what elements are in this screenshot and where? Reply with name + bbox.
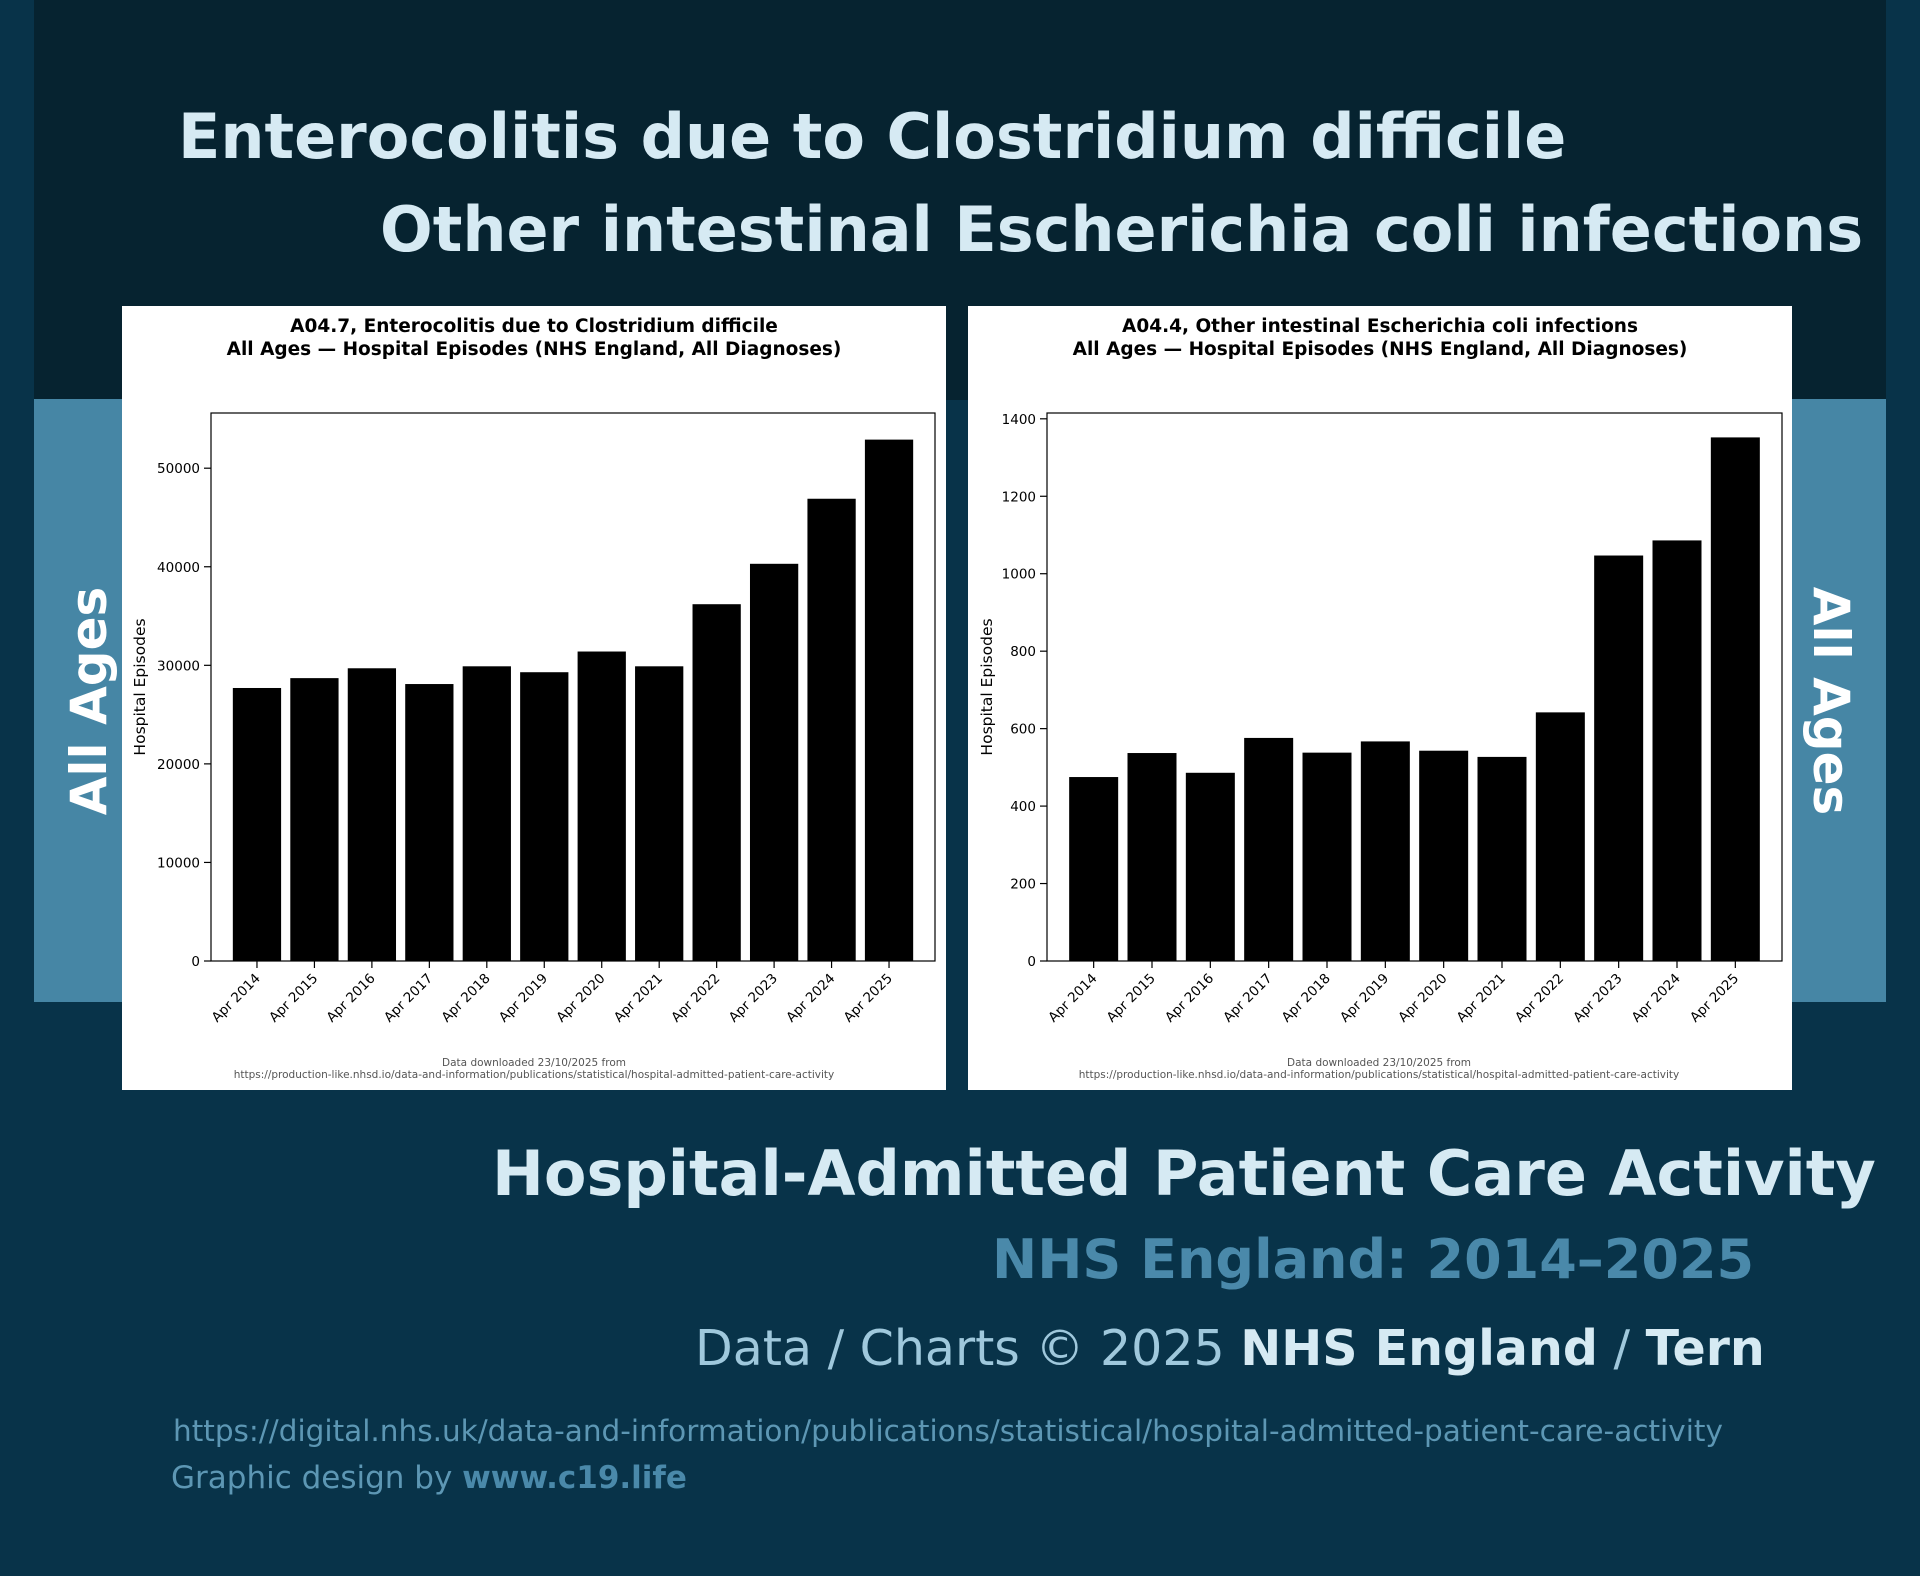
footer-subtitle: NHS England: 2014–2025	[992, 1228, 1755, 1291]
bar	[405, 684, 454, 961]
source-note-line-1: Data downloaded 23/10/2025 from	[1287, 1057, 1471, 1069]
y-axis-label: Hospital Episodes	[978, 618, 996, 755]
design-prefix: Graphic design by	[171, 1460, 463, 1496]
bar	[864, 439, 914, 961]
x-tick-label: Apr 2014	[1045, 971, 1100, 1026]
bar	[347, 668, 397, 961]
source-note-line-2: https://production-like.nhsd.io/data-and…	[1079, 1069, 1679, 1081]
x-tick-label: Apr 2022	[668, 971, 723, 1026]
chart-panel-clostridium: A04.7, Enterocolitis due to Clostridium …	[122, 306, 946, 1090]
credit-author: Tern	[1645, 1320, 1765, 1377]
y-tick-label: 600	[1010, 722, 1036, 738]
side-label-left: All Ages	[60, 586, 118, 815]
x-tick-label: Apr 2023	[1570, 971, 1625, 1026]
chart-title: A04.7, Enterocolitis due to Clostridium …	[290, 316, 778, 337]
page-title-line-2: Other intestinal Escherichia coli infect…	[380, 193, 1864, 266]
side-label-right: All Ages	[1802, 586, 1860, 815]
x-tick-label: Apr 2014	[209, 971, 264, 1026]
x-tick-label: Apr 2021	[1454, 971, 1509, 1026]
x-tick-label: Apr 2024	[783, 971, 838, 1026]
source-note-line-2: https://production-like.nhsd.io/data-and…	[234, 1069, 834, 1081]
bar-chart-ecoli: A04.4, Other intestinal Escherichia coli…	[978, 316, 1783, 1081]
bar	[1069, 777, 1119, 961]
plot-frame	[1046, 412, 1783, 962]
x-tick-label: Apr 2024	[1629, 971, 1684, 1026]
bar	[1594, 555, 1644, 961]
bar	[1419, 750, 1469, 961]
chart-subtitle: All Ages — Hospital Episodes (NHS Englan…	[1073, 339, 1688, 360]
x-tick-label: Apr 2018	[438, 971, 493, 1026]
x-tick-label: Apr 2017	[1220, 971, 1275, 1026]
design-credit: Graphic design by www.c19.life	[171, 1460, 687, 1496]
design-site-link[interactable]: www.c19.life	[462, 1460, 687, 1496]
x-tick-label: Apr 2015	[1104, 971, 1159, 1026]
bar	[290, 678, 339, 961]
x-tick-label: Apr 2016	[324, 971, 379, 1026]
y-tick-label: 0	[1027, 954, 1036, 970]
y-tick-label: 50000	[157, 461, 200, 477]
x-tick-label: Apr 2025	[1687, 971, 1742, 1026]
bar	[1710, 437, 1760, 962]
bar	[1127, 753, 1177, 961]
bar	[462, 666, 511, 961]
bar	[807, 498, 856, 961]
y-tick-label: 20000	[157, 757, 200, 773]
y-tick-label: 200	[1010, 877, 1036, 893]
footer-credit: Data / Charts © 2025 NHS England / Tern	[695, 1320, 1765, 1377]
x-tick-label: Apr 2021	[611, 971, 666, 1026]
y-tick-label: 800	[1010, 644, 1036, 660]
source-note-line-1: Data downloaded 23/10/2025 from	[442, 1057, 626, 1069]
chart-subtitle: All Ages — Hospital Episodes (NHS Englan…	[227, 339, 842, 360]
bar	[1185, 772, 1235, 961]
chart-title: A04.4, Other intestinal Escherichia coli…	[1122, 316, 1638, 337]
x-tick-label: Apr 2016	[1162, 971, 1217, 1026]
x-tick-label: Apr 2022	[1512, 971, 1567, 1026]
credit-prefix: Data / Charts © 2025	[695, 1320, 1241, 1377]
y-tick-label: 0	[191, 954, 200, 970]
bar-chart-clostridium: A04.7, Enterocolitis due to Clostridium …	[131, 316, 936, 1081]
y-tick-label: 400	[1010, 799, 1036, 815]
y-tick-label: 1000	[1002, 567, 1036, 583]
y-tick-label: 40000	[157, 560, 200, 576]
bar	[635, 666, 684, 961]
bar	[1477, 756, 1527, 961]
bar	[1244, 737, 1294, 961]
bar	[749, 563, 799, 961]
x-tick-label: Apr 2017	[381, 971, 436, 1026]
y-tick-label: 1400	[1002, 412, 1036, 428]
credit-source: NHS England	[1240, 1320, 1598, 1377]
x-tick-label: Apr 2015	[266, 971, 321, 1026]
x-tick-label: Apr 2020	[553, 971, 608, 1026]
y-tick-label: 30000	[157, 658, 200, 674]
page-title-line-1: Enterocolitis due to Clostridium diffici…	[178, 100, 1567, 173]
right-side-band: All Ages	[1776, 399, 1886, 1002]
plot-frame	[210, 412, 936, 962]
bar	[1652, 540, 1702, 961]
bar	[520, 672, 569, 961]
x-tick-label: Apr 2019	[1337, 971, 1392, 1026]
x-tick-label: Apr 2025	[841, 971, 896, 1026]
footer-title: Hospital-Admitted Patient Care Activity	[492, 1137, 1876, 1210]
y-axis-label: Hospital Episodes	[131, 618, 149, 755]
source-url-link[interactable]: https://digital.nhs.uk/data-and-informat…	[173, 1414, 1723, 1448]
bar	[1360, 741, 1410, 961]
x-tick-label: Apr 2018	[1279, 971, 1334, 1026]
x-tick-label: Apr 2019	[496, 971, 551, 1026]
bar	[577, 651, 626, 961]
x-tick-label: Apr 2023	[726, 971, 781, 1026]
bar	[1535, 712, 1585, 961]
y-tick-label: 10000	[157, 855, 200, 871]
x-tick-label: Apr 2020	[1395, 971, 1450, 1026]
bar	[232, 687, 282, 961]
bar	[1302, 752, 1352, 961]
credit-separator: /	[1597, 1320, 1646, 1377]
bar	[692, 604, 741, 961]
y-tick-label: 1200	[1002, 489, 1036, 505]
chart-panel-ecoli: A04.4, Other intestinal Escherichia coli…	[968, 306, 1792, 1090]
